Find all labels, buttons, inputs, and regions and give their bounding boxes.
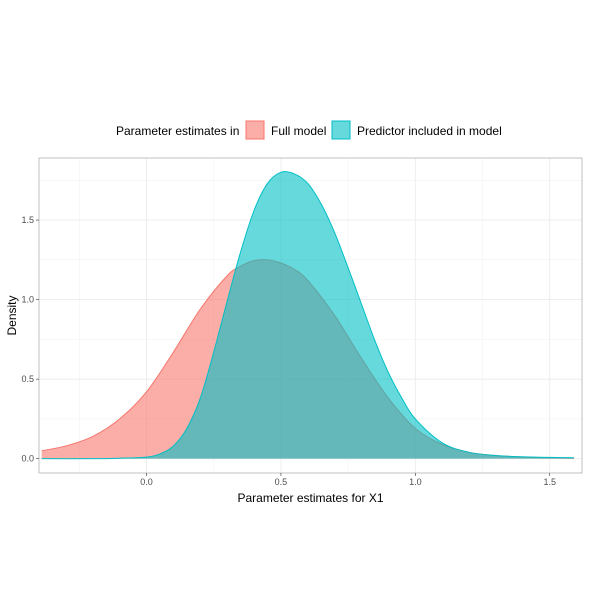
density-area-predictor-included-in-model: [41, 171, 574, 459]
y-axis: 0.0 0.5 1.0 1.5: [21, 215, 39, 464]
x-tick-label: 0.0: [140, 477, 153, 487]
x-tick-label: 1.5: [543, 477, 556, 487]
y-axis-title: Density: [5, 295, 19, 335]
x-axis: 0.0 0.5 1.0 1.5: [140, 473, 556, 487]
y-tick-label: 0.5: [21, 374, 34, 384]
y-tick-label: 0.0: [21, 454, 34, 464]
x-axis-title: Parameter estimates for X1: [237, 491, 383, 505]
legend-label-full-model: Full model: [271, 124, 326, 138]
legend-label-predictor-included: Predictor included in model: [357, 124, 502, 138]
panel-border: [38, 157, 583, 474]
legend-key-full-model: [245, 120, 265, 140]
density-line-predictor-included-in-model: [41, 171, 574, 460]
y-tick-label: 1.5: [21, 215, 34, 225]
density-areas: [41, 171, 574, 460]
x-tick-label: 1.0: [409, 477, 422, 487]
legend-key-predictor-included: [331, 120, 351, 140]
legend: Parameter estimates in Full model Predic…: [116, 120, 502, 140]
y-tick-label: 1.0: [21, 295, 34, 305]
legend-title: Parameter estimates in: [116, 124, 239, 138]
x-tick-label: 0.5: [275, 477, 288, 487]
